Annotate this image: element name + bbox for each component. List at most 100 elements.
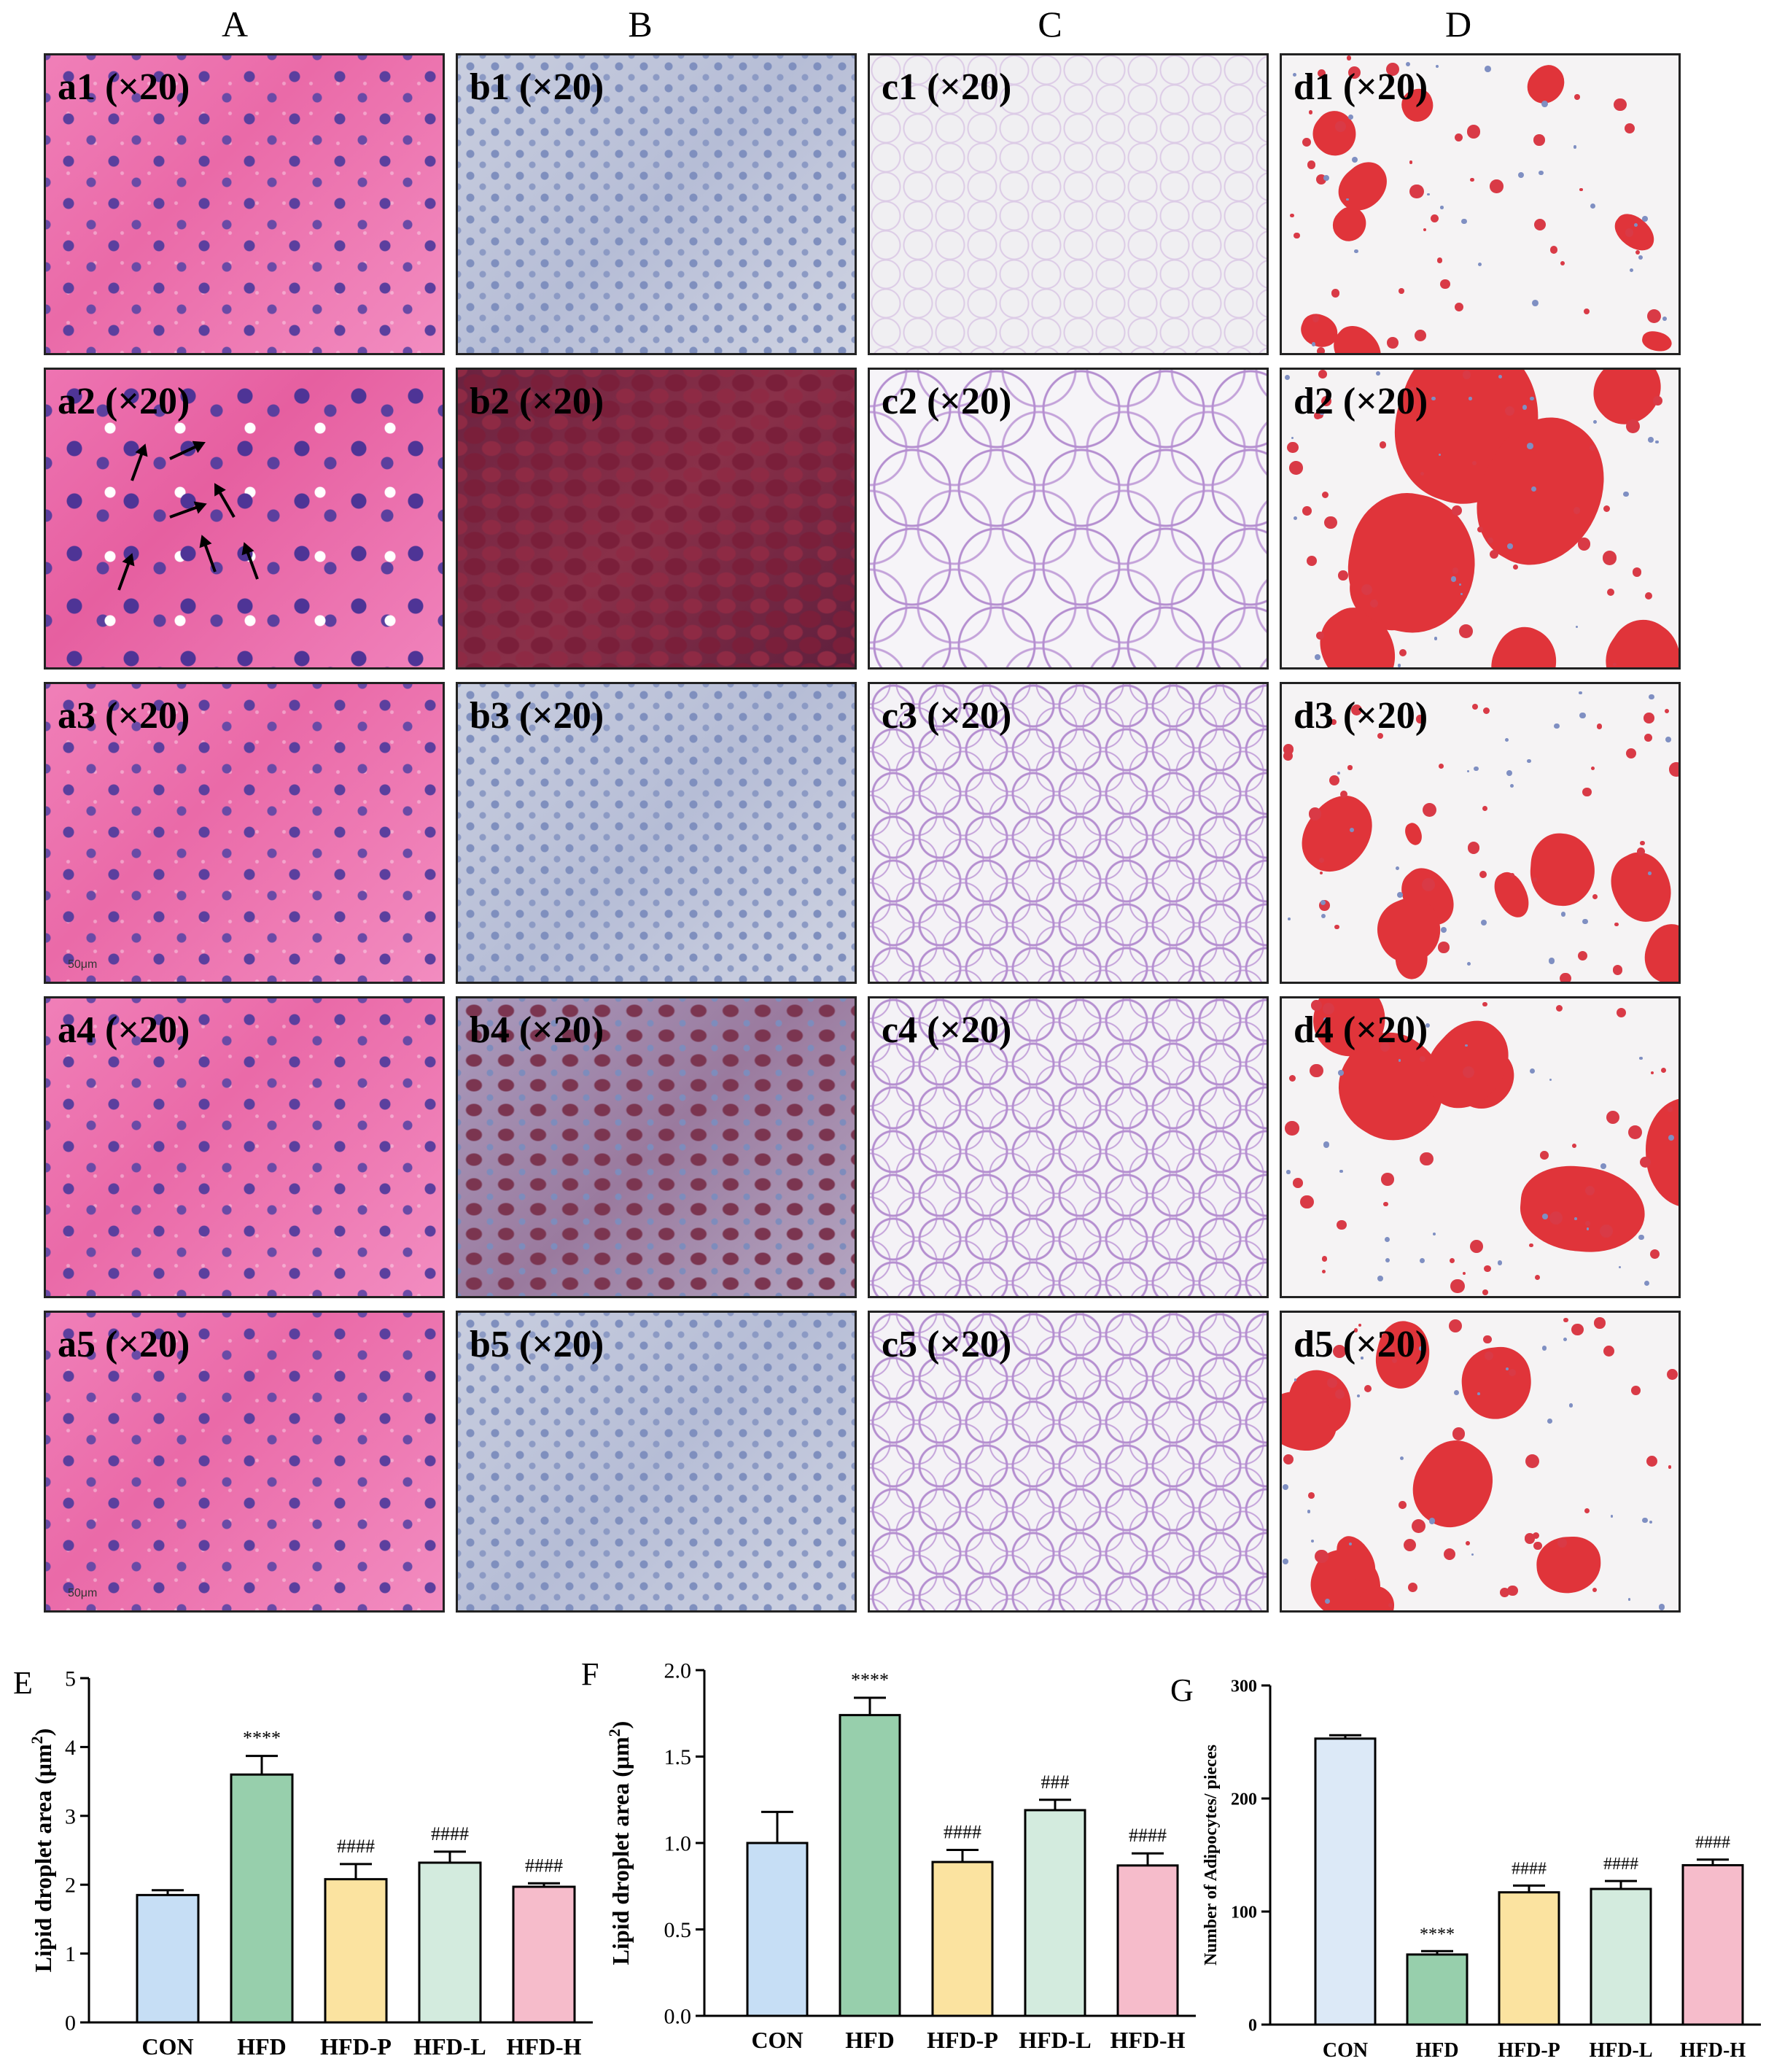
lipid-stain-dot: [1584, 1508, 1590, 1514]
lipid-stain-dot: [1311, 1000, 1322, 1011]
panel-label-c4: c4 (×20): [882, 1009, 1012, 1051]
lipid-stain-dot: [1594, 1317, 1606, 1329]
nucleus-speck: [1560, 911, 1566, 917]
lipid-stain-dot: [1293, 1178, 1303, 1188]
lipid-stain-dot: [1649, 1249, 1660, 1259]
micrograph-a2: a2 (×20): [44, 368, 445, 670]
lipid-stain-dot: [1639, 1156, 1652, 1168]
lipid-stain-blob: [1640, 329, 1673, 353]
significance-marker: ####: [1695, 1834, 1730, 1852]
lipid-stain-dot: [1309, 807, 1322, 820]
lipid-stain-dot: [1314, 412, 1321, 419]
panel-label-d5: d5 (×20): [1294, 1324, 1428, 1365]
lipid-stain-dot: [1467, 125, 1481, 139]
nucleus-speck: [1286, 1170, 1291, 1174]
nucleus-speck: [1440, 926, 1447, 934]
y-tick-label: 2.0: [664, 1659, 692, 1683]
lipid-stain-dot: [1573, 506, 1581, 514]
lipid-stain-dot: [1540, 1151, 1549, 1160]
lipid-stain-dot: [1449, 1319, 1463, 1333]
significance-marker: ****: [1420, 1925, 1455, 1944]
nucleus-speck: [1638, 1234, 1645, 1241]
lipid-vacuole-arrow: [117, 555, 133, 591]
x-category-label: HFD-L: [413, 2033, 486, 2060]
lipid-stain-dot: [1411, 1519, 1426, 1534]
lipid-stain-dot: [1415, 715, 1425, 724]
column-header-c: C: [1038, 4, 1062, 44]
nucleus-speck: [1639, 1056, 1643, 1060]
lipid-stain-dot: [1665, 708, 1670, 713]
nucleus-speck: [1477, 262, 1482, 267]
nucleus-speck: [1548, 958, 1555, 965]
lipid-stain-dot: [1549, 246, 1558, 254]
lipid-stain-dot: [1577, 951, 1588, 961]
nucleus-speck: [1510, 784, 1514, 788]
bar-hfd-p: [1498, 1891, 1560, 2026]
panel-label-c1: c1 (×20): [882, 66, 1012, 108]
lipid-stain-dot: [1436, 257, 1442, 263]
nucleus-speck: [1466, 770, 1470, 773]
lipid-stain-dot: [1624, 123, 1635, 134]
bar-hfd: [1406, 1953, 1469, 2026]
nucleus-speck: [1531, 486, 1537, 492]
bar-hfd-p: [324, 1878, 388, 2024]
nucleus-speck: [1469, 397, 1472, 400]
nucleus-speck: [1311, 341, 1316, 346]
bar-hfd: [230, 1773, 294, 2024]
y-tick-label: 1.5: [664, 1745, 692, 1769]
y-tick-label: 1.0: [664, 1832, 692, 1856]
nucleus-speck: [1649, 1521, 1653, 1524]
lipid-stain-dot: [1645, 591, 1653, 600]
nucleus-speck: [1324, 1598, 1330, 1604]
significance-marker: ####: [1512, 1859, 1547, 1878]
nucleus-speck: [1638, 255, 1644, 260]
nucleus-speck: [1531, 300, 1539, 307]
nucleus-speck: [1346, 198, 1349, 201]
nucleus-speck: [1641, 216, 1648, 222]
nucleus-speck: [1428, 1518, 1436, 1525]
lipid-stain-dot: [1420, 1056, 1425, 1062]
nucleus-speck: [1593, 419, 1598, 424]
nucleus-speck: [1610, 1515, 1613, 1518]
lipid-vacuole-arrow: [169, 442, 204, 460]
panel-label-d3: d3 (×20): [1294, 695, 1428, 737]
panel-label-b2: b2 (×20): [470, 381, 604, 422]
micrograph-b1: b1 (×20): [456, 53, 857, 355]
nucleus-speck: [1338, 1070, 1344, 1076]
lipid-vacuole-arrow: [131, 446, 146, 481]
lipid-stain-dot: [1582, 787, 1592, 796]
lipid-stain-dot: [1383, 1345, 1395, 1356]
lipid-stain-dot: [1415, 329, 1427, 341]
nucleus-speck: [1311, 1539, 1315, 1543]
lipid-stain-dot: [1529, 1243, 1533, 1248]
significance-marker: ###: [1041, 1772, 1070, 1793]
significance-marker: ####: [1129, 1825, 1167, 1846]
nucleus-speck: [1398, 1058, 1401, 1062]
y-axis-label: Lipid droplet area (μm2): [605, 1721, 634, 1966]
y-tick-label: 0: [1248, 2016, 1257, 2035]
nucleus-speck: [1293, 516, 1297, 520]
micrograph-b2: b2 (×20): [456, 368, 857, 670]
nucleus-speck: [1465, 1044, 1468, 1047]
nucleus-speck: [1506, 1367, 1509, 1370]
bar-con: [746, 1842, 809, 2017]
panel-label-c2: c2 (×20): [882, 381, 1012, 422]
lipid-stain-dot: [1625, 748, 1637, 759]
panel-label-c3: c3 (×20): [882, 695, 1012, 737]
lipid-stain-dot: [1557, 1537, 1567, 1548]
nucleus-speck: [1662, 316, 1667, 321]
lipid-stain-dot: [1409, 185, 1424, 199]
lipid-stain-dot: [1439, 279, 1450, 290]
lipid-vacuole-arrow: [169, 503, 205, 519]
lipid-stain-dot: [1392, 1357, 1398, 1363]
y-tick-label: 300: [1231, 1677, 1257, 1696]
lipid-stain-dot: [1322, 1270, 1326, 1274]
lipid-stain-dot: [1525, 1454, 1539, 1469]
lipid-stain-dot: [1482, 1001, 1487, 1007]
nucleus-speck: [1642, 1517, 1648, 1524]
panel-label-a5: a5 (×20): [58, 1324, 190, 1365]
x-category-label: HFD-P: [927, 2027, 998, 2053]
bar-hfd-l: [418, 1861, 482, 2024]
lipid-stain-dot: [1571, 1143, 1576, 1148]
nucleus-speck: [1398, 664, 1401, 667]
